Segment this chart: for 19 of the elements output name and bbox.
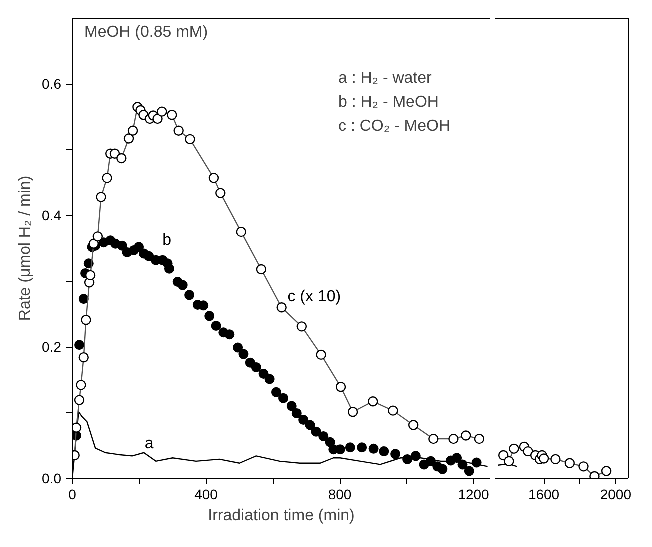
x-tick-label: 1600: [528, 486, 560, 502]
annotation: b : H₂ - MeOH: [338, 94, 439, 111]
y-tick-label: 0.4: [42, 208, 62, 224]
x-tick-label: 1200: [458, 486, 490, 502]
series-label: a: [144, 436, 154, 453]
series-label: b: [162, 232, 172, 250]
x-tick-label: 400: [194, 486, 218, 502]
annotation: a : H₂ - water: [338, 70, 433, 87]
x-tick-label: 800: [328, 486, 352, 502]
series-label: c (x 10): [288, 288, 342, 306]
y-tick-label: 0.2: [42, 339, 62, 356]
x-tick-label: 0: [68, 486, 77, 502]
chart-title: MeOH (0.85 mM): [84, 24, 208, 41]
x-axis-title: Irradiation time (min): [208, 508, 355, 524]
x-tick-label: 2000: [600, 486, 632, 502]
y-tick-label: 0.0: [42, 470, 62, 486]
y-tick-label: 0.6: [42, 76, 62, 92]
y-axis-title: Rate (μmol H₂ / min): [17, 176, 34, 322]
annotation: c : CO₂ - MeOH: [338, 118, 450, 135]
